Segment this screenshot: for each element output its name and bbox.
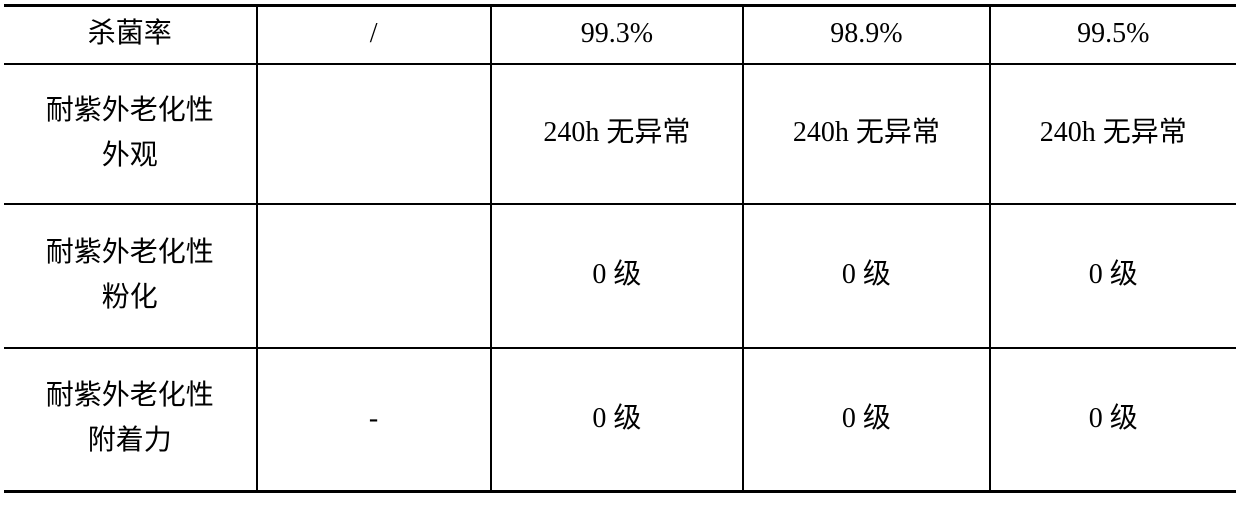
table-cell: 耐紫外老化性 外观 [4, 64, 257, 204]
table-container: 杀菌率 / 99.3% 98.9% 99.5% 耐紫外老化性 外观 240h 无… [4, 4, 1236, 493]
cell-text: 240h 无异常 [1040, 117, 1187, 148]
cell-text: 98.9% [830, 18, 902, 49]
cell-text: 0 级 [592, 259, 641, 290]
table-cell: 0 级 [743, 204, 989, 348]
cell-text: 0 级 [842, 403, 891, 434]
cell-text: 240h 无异常 [543, 117, 690, 148]
cell-text: 99.3% [581, 18, 653, 49]
table-cell: 99.5% [990, 6, 1236, 64]
cell-text: 杀菌率 [88, 18, 172, 49]
cell-text: - [369, 403, 378, 434]
cell-text: 0 级 [592, 403, 641, 434]
table-cell: 0 级 [990, 204, 1236, 348]
table-cell [257, 64, 491, 204]
table-row: 耐紫外老化性 粉化 0 级 0 级 0 级 [4, 204, 1236, 348]
table-cell: 98.9% [743, 6, 989, 64]
table-cell: 99.3% [491, 6, 744, 64]
cell-text: 0 级 [842, 259, 891, 290]
cell-text: 耐紫外老化性 粉化 [46, 237, 214, 313]
table-cell: 240h 无异常 [743, 64, 989, 204]
table-cell: - [257, 348, 491, 492]
cell-text: 0 级 [1089, 403, 1138, 434]
table-cell [257, 204, 491, 348]
table-cell: 0 级 [743, 348, 989, 492]
table-cell: 0 级 [990, 348, 1236, 492]
table-cell: 0 级 [491, 348, 744, 492]
table-row: 耐紫外老化性 附着力 - 0 级 0 级 0 级 [4, 348, 1236, 492]
cell-text: / [370, 18, 378, 49]
table-cell: 240h 无异常 [990, 64, 1236, 204]
cell-text: 0 级 [1089, 259, 1138, 290]
table-row: 杀菌率 / 99.3% 98.9% 99.5% [4, 6, 1236, 64]
table-cell: 0 级 [491, 204, 744, 348]
cell-text: 耐紫外老化性 附着力 [46, 380, 214, 456]
data-table: 杀菌率 / 99.3% 98.9% 99.5% 耐紫外老化性 外观 240h 无… [4, 4, 1236, 493]
cell-text: 耐紫外老化性 外观 [46, 95, 214, 171]
cell-text: 99.5% [1077, 18, 1149, 49]
table-cell: 杀菌率 [4, 6, 257, 64]
table-row: 耐紫外老化性 外观 240h 无异常 240h 无异常 240h 无异常 [4, 64, 1236, 204]
table-cell: 耐紫外老化性 附着力 [4, 348, 257, 492]
table-cell: 耐紫外老化性 粉化 [4, 204, 257, 348]
table-cell: / [257, 6, 491, 64]
table-cell: 240h 无异常 [491, 64, 744, 204]
cell-text: 240h 无异常 [793, 117, 940, 148]
